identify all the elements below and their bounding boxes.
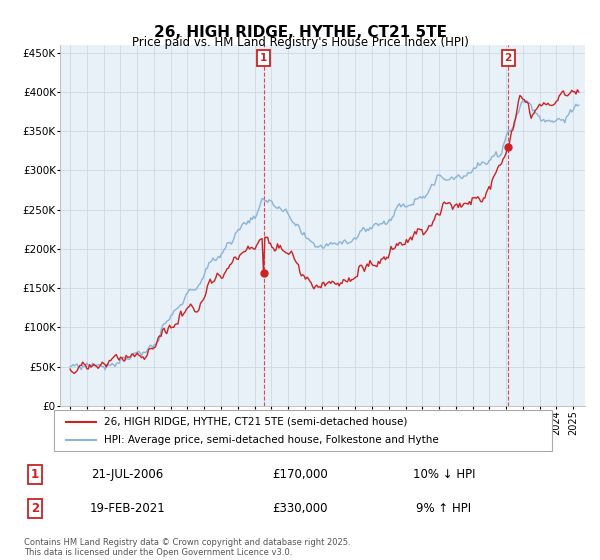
Text: 10% ↓ HPI: 10% ↓ HPI [413,468,475,481]
Text: Price paid vs. HM Land Registry's House Price Index (HPI): Price paid vs. HM Land Registry's House … [131,36,469,49]
Text: 2: 2 [505,53,512,63]
Text: 26, HIGH RIDGE, HYTHE, CT21 5TE (semi-detached house): 26, HIGH RIDGE, HYTHE, CT21 5TE (semi-de… [104,417,407,427]
FancyBboxPatch shape [54,410,552,451]
Text: 21-JUL-2006: 21-JUL-2006 [91,468,163,481]
Text: £330,000: £330,000 [272,502,328,515]
Text: 2: 2 [31,502,39,515]
Text: 1: 1 [260,53,267,63]
Text: 1: 1 [31,468,39,481]
Text: 26, HIGH RIDGE, HYTHE, CT21 5TE: 26, HIGH RIDGE, HYTHE, CT21 5TE [154,25,446,40]
Text: Contains HM Land Registry data © Crown copyright and database right 2025.
This d: Contains HM Land Registry data © Crown c… [24,538,350,557]
Text: HPI: Average price, semi-detached house, Folkestone and Hythe: HPI: Average price, semi-detached house,… [104,435,439,445]
Text: 19-FEB-2021: 19-FEB-2021 [89,502,165,515]
Text: £170,000: £170,000 [272,468,328,481]
Text: 9% ↑ HPI: 9% ↑ HPI [416,502,472,515]
